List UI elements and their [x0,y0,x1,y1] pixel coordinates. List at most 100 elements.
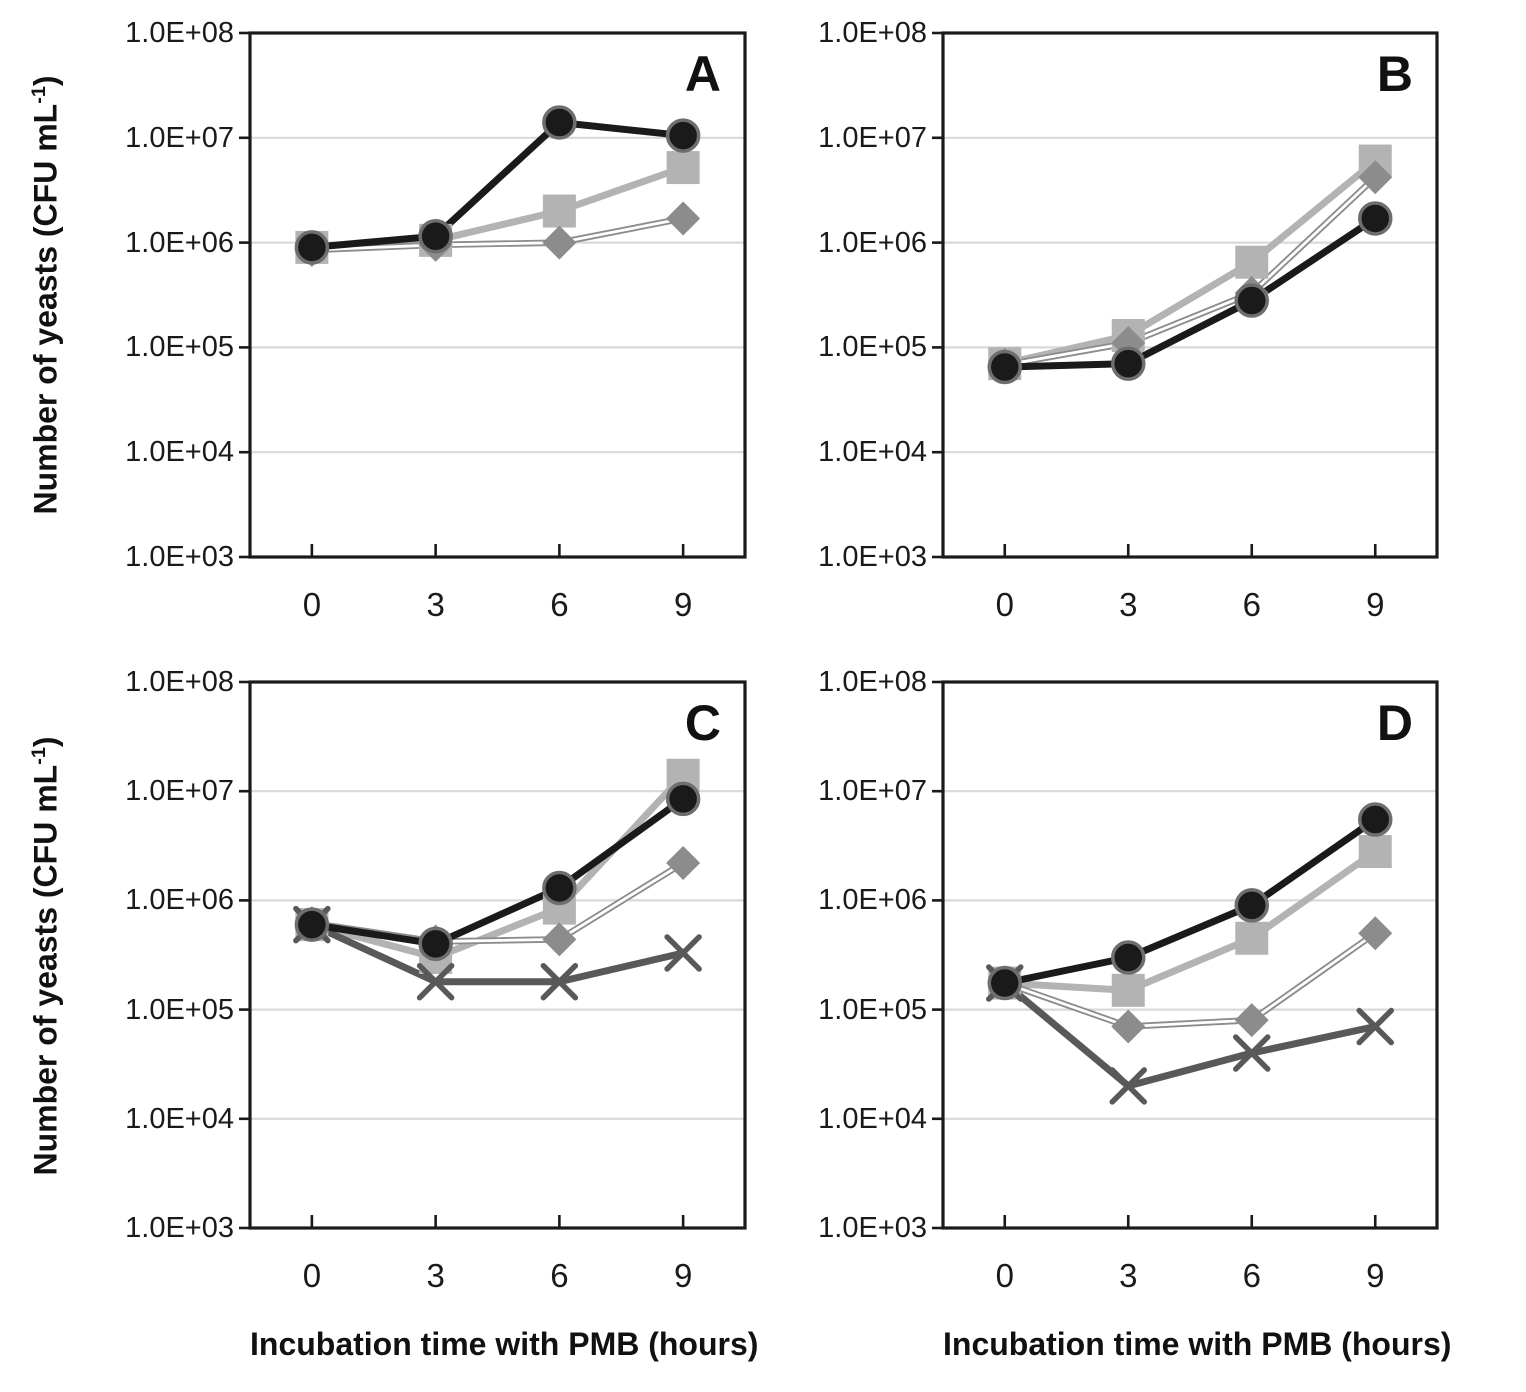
diamond-marker [666,201,701,236]
y-tick-label: 1.0E+05 [818,993,927,1026]
y-tick-label: 1.0E+05 [818,331,927,364]
square-marker [542,194,576,228]
diamond-marker [1234,1003,1269,1038]
series-line-gap-filled-diamond [311,217,684,252]
square-marker [666,151,700,185]
y-tick-label: 1.0E+04 [125,1102,234,1135]
panel-b: 1.0E+08 1.0E+07 1.0E+06 1.0E+05 1.0E+04 1.0E+… [818,17,1439,623]
circle-marker [665,781,701,817]
y-tick-label: 1.0E+08 [125,666,234,698]
y-tick-label: 1.0E+03 [818,541,927,573]
circle-marker [987,349,1022,385]
x-marker [1233,1034,1271,1072]
circle-marker [1111,346,1146,381]
y-tick-label: 1.0E+06 [818,226,927,259]
y-tick-label: 1.0E+07 [818,775,927,808]
x-tick-label: 0 [302,586,322,623]
circle-marker [665,118,701,153]
series-line-gap-filled-diamond [1004,176,1377,367]
series-line-filled-square [1004,848,1378,994]
diamond-marker [666,846,701,881]
panel-letter-B: B [1376,46,1413,102]
x-marker [1109,1067,1147,1105]
x-axis-title-right: Incubation time with PMB (hours) [943,1326,1452,1362]
circle-marker [418,926,453,962]
square-marker [1111,973,1145,1007]
x-tick-label: 6 [1242,1257,1261,1294]
panel-d: 1.0E+08 1.0E+07 1.0E+06 1.0E+05 1.0E+04 1.0E+… [818,666,1439,1294]
y-axis-title-text: Number of yeasts (CFU mL [27,103,64,515]
circle-marker [294,907,330,942]
diamond-marker [1111,1009,1146,1044]
plot-area-A [239,31,747,559]
x-marker [1356,1007,1394,1046]
x-tick-label: 3 [1119,586,1138,623]
series-line-filled-circle [311,118,684,251]
plot-border [248,31,747,559]
x-tick-label: 3 [426,586,445,623]
y-tick-label: 1.0E+06 [818,884,927,917]
plot-area-C [239,680,747,1230]
y-tick-label: 1.0E+07 [818,121,927,154]
panel-letter-C: C [684,695,721,751]
x-axis-title-left: Incubation time with PMB (hours) [250,1326,759,1362]
y-tick-label: 1.0E+03 [125,541,234,573]
y-tick-label: 1.0E+08 [818,666,927,698]
plot-area-B [932,31,1439,559]
x-tick-label: 9 [1366,1257,1385,1294]
series-line-gap-filled-diamond [1004,932,1377,1028]
plot-border [941,31,1439,559]
panel-c: 1.0E+08 1.0E+07 1.0E+06 1.0E+05 1.0E+04 1.0E+… [125,666,747,1294]
series-line-filled-circle [1004,215,1378,371]
panel-a: 1.0E+08 1.0E+07 1.0E+06 1.0E+05 1.0E+04 1.0E+… [125,17,747,623]
diamond-marker [542,922,577,957]
y-tick-label: 1.0E+08 [818,17,927,49]
y-tick-label: 1.0E+07 [125,775,234,808]
series-line-x-cross [310,921,684,986]
y-axis-title-top: Number of yeasts (CFU mL-1) [28,75,65,514]
series-line-filled-circle [311,796,686,948]
plot-border [248,680,747,1230]
plot-border [941,680,1439,1230]
series-line-filled-diamond [1003,930,1378,1030]
square-marker [1235,921,1269,955]
square-marker [1235,245,1269,279]
y-tick-label: 1.0E+04 [818,436,927,469]
diamond-marker [1358,916,1393,951]
x-tick-label: 9 [673,586,693,623]
y-tick-label: 1.0E+06 [125,884,234,917]
circle-marker [1358,802,1393,837]
circle-marker [987,965,1022,1001]
x-tick-label: 9 [673,1257,693,1294]
x-marker [540,962,579,1001]
y-tick-label: 1.0E+03 [818,1212,927,1244]
series-line-filled-circle [1004,816,1378,987]
circle-marker [294,230,330,265]
plot-area-D [932,680,1439,1230]
y-axis-title-superscript: -1 [27,86,50,104]
y-axis-title-text: Number of yeasts (CFU mL [27,764,64,1176]
y-tick-label: 1.0E+06 [125,226,234,259]
y-tick-label: 1.0E+04 [125,436,234,469]
square-marker [1358,835,1392,869]
y-tick-label: 1.0E+07 [125,121,234,154]
panel-letter-A: A [684,46,721,102]
series-line-filled-square [1003,158,1378,368]
y-axis-title-text-suffix: ) [27,75,64,87]
y-tick-label: 1.0E+08 [125,17,234,49]
x-tick-label: 0 [995,586,1014,623]
x-tick-label: 9 [1366,586,1385,623]
y-tick-label: 1.0E+05 [125,993,234,1026]
x-marker [664,934,702,972]
y-axis-title-bottom: Number of yeasts (CFU mL-1) [28,736,65,1175]
x-tick-label: 3 [1119,1257,1138,1294]
x-tick-label: 0 [995,1257,1014,1294]
y-tick-label: 1.0E+04 [818,1102,927,1135]
circle-marker [542,105,577,140]
circle-marker [1234,888,1269,923]
circle-marker [1358,201,1393,236]
y-axis-title-text-suffix: ) [27,736,64,748]
x-tick-label: 6 [550,586,569,623]
y-axis-title-superscript: -1 [27,747,50,765]
